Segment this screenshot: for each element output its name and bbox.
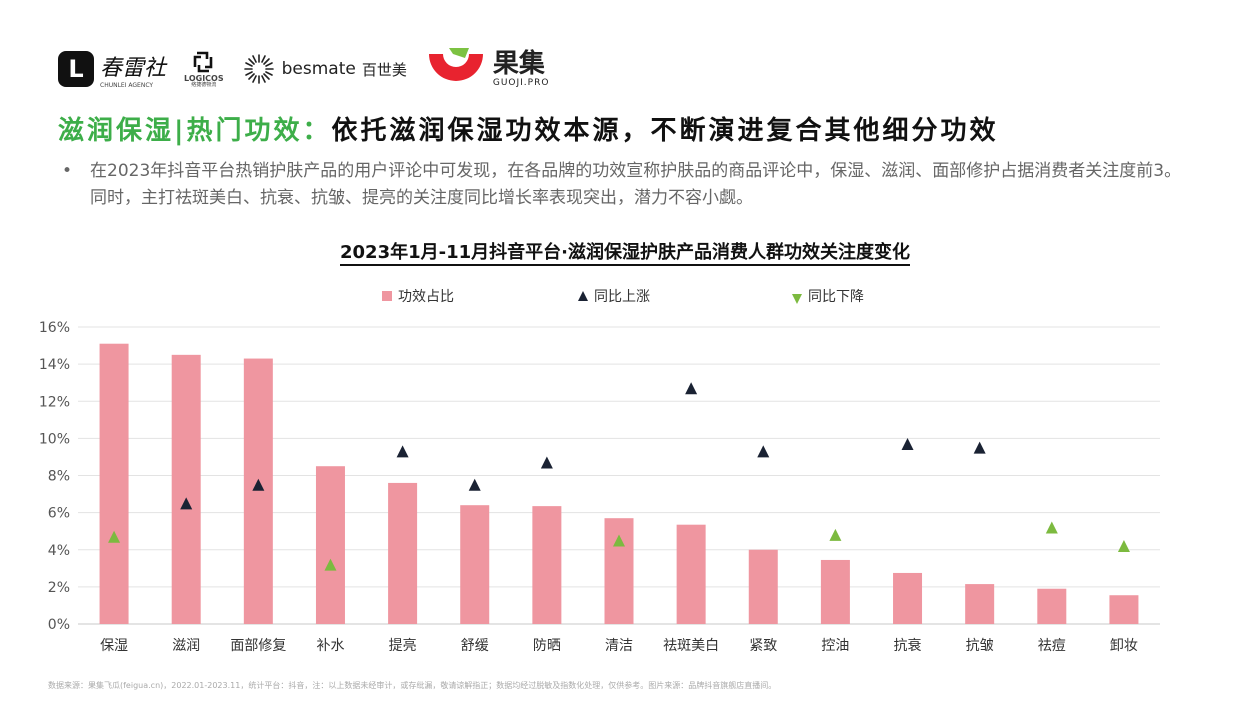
besmate-logo-icon xyxy=(243,54,274,84)
marker-up-抗皱 xyxy=(973,441,986,454)
y-tick-label: 2% xyxy=(48,580,70,596)
chunlei-logo-icon: L xyxy=(58,51,94,87)
bar-祛痘 xyxy=(1037,588,1067,624)
x-tick-label: 抗皱 xyxy=(966,638,994,654)
x-tick-label: 卸妆 xyxy=(1110,638,1138,654)
logicos-logo-cn: 络捷德物流 xyxy=(191,82,217,88)
legend-label: 同比上涨 xyxy=(594,289,650,305)
bar-抗衰 xyxy=(893,572,923,624)
marker-down-保湿 xyxy=(108,530,121,543)
bar-紧致 xyxy=(748,549,778,624)
x-tick-label: 控油 xyxy=(821,638,849,654)
bar-清洁 xyxy=(604,518,634,624)
bar-控油 xyxy=(820,559,850,624)
page-title-highlight: 滋润保湿|热门功效： xyxy=(58,116,332,146)
y-tick-label: 14% xyxy=(39,357,70,373)
bar-舒缓 xyxy=(460,505,490,624)
x-tick-label: 祛痘 xyxy=(1038,638,1066,654)
source-footnote: 数据来源：果集飞瓜(feigua.cn)，2022.01-2023.11，统计平… xyxy=(48,681,777,690)
x-tick-label: 舒缓 xyxy=(461,638,489,654)
bar-防晒 xyxy=(532,506,562,624)
y-tick-label: 4% xyxy=(48,543,70,559)
x-tick-label: 清洁 xyxy=(605,638,633,654)
x-tick-label: 滋润 xyxy=(172,638,200,654)
logicos-logo: LOGICOS 络捷德物流 xyxy=(184,49,224,89)
x-tick-label: 防晒 xyxy=(533,638,561,654)
bullet-dot: • xyxy=(62,161,73,181)
marker-up-滋润 xyxy=(180,497,193,510)
chart-title: 2023年1月-11月抖音平台·滋润保湿护肤产品消费人群功效关注度变化 xyxy=(340,242,910,266)
marker-up-抗衰 xyxy=(901,437,914,450)
y-tick-label: 10% xyxy=(39,431,70,447)
marker-up-舒缓 xyxy=(468,478,481,491)
summary-bullet: • 在2023年抖音平台热销护肤产品的用户评论中可发现，在各品牌的功效宣称护肤品… xyxy=(62,158,1192,212)
x-tick-label: 补水 xyxy=(316,638,344,654)
bar-补水 xyxy=(315,466,345,624)
legend-swatch-bar xyxy=(382,291,392,301)
legend-label: 功效占比 xyxy=(398,289,454,305)
x-tick-label: 紧致 xyxy=(749,638,777,654)
y-tick-label: 16% xyxy=(39,320,70,336)
marker-down-祛痘 xyxy=(1045,521,1058,534)
marker-up-提亮 xyxy=(396,445,409,458)
chunlei-logo-en: CHUNLEI AGENCY xyxy=(100,81,154,89)
brand-logos: L 春雷社 CHUNLEI AGENCY LOGICOS 络捷德物流 xyxy=(58,44,549,94)
bar-保湿 xyxy=(99,343,129,624)
guoji-logo-cn: 果集 xyxy=(492,49,545,79)
marker-down-卸妆 xyxy=(1117,540,1130,553)
bar-滋润 xyxy=(171,354,201,624)
y-tick-label: 8% xyxy=(48,469,70,485)
logicos-logo-icon xyxy=(193,51,213,73)
guoji-logo-en: GUOJI.PRO xyxy=(492,78,550,88)
besmate-logo-cn: 百世美 xyxy=(361,60,407,79)
x-tick-label: 祛斑美白 xyxy=(663,638,719,654)
bar-面部修复 xyxy=(243,358,273,624)
legend-swatch-down xyxy=(792,294,802,304)
chunlei-logo-cn: 春雷社 xyxy=(100,55,167,81)
legend-label: 同比下降 xyxy=(808,289,864,305)
page-title: 滋润保湿|热门功效：依托滋润保湿功效本源，不断演进复合其他细分功效 xyxy=(58,110,999,147)
page-title-main: 依托滋润保湿功效本源，不断演进复合其他细分功效 xyxy=(331,116,999,146)
y-tick-label: 0% xyxy=(48,617,70,633)
bar-提亮 xyxy=(388,482,418,624)
bar-卸妆 xyxy=(1109,595,1139,624)
legend-swatch-up xyxy=(578,291,588,301)
guoji-logo-icon xyxy=(428,48,483,81)
marker-down-补水 xyxy=(324,558,337,571)
x-tick-label: 面部修复 xyxy=(230,637,286,654)
bar-祛斑美白 xyxy=(676,524,706,624)
x-tick-label: 抗衰 xyxy=(894,637,922,654)
summary-text: 在2023年抖音平台热销护肤产品的用户评论中可发现，在各品牌的功效宣称护肤品的商… xyxy=(90,161,1182,208)
y-tick-label: 6% xyxy=(48,506,70,522)
chart-title-wrapper: 2023年1月-11月抖音平台·滋润保湿护肤产品消费人群功效关注度变化 xyxy=(0,238,1250,266)
marker-up-面部修复 xyxy=(252,478,265,491)
besmate-logo: besmate 百世美 xyxy=(242,52,407,86)
chunlei-logo: L 春雷社 CHUNLEI AGENCY xyxy=(58,50,166,89)
x-tick-label: 保湿 xyxy=(100,638,128,654)
y-tick-label: 12% xyxy=(39,394,70,410)
bar-chart: 0% 2% 4% 6% 8% 10% 12% 14% 16% 保湿 滋润 面部修复 补水 提亮 舒缓 防晒 清洁… xyxy=(39,289,1160,654)
x-tick-label: 提亮 xyxy=(389,637,417,654)
marker-up-祛斑美白 xyxy=(685,382,698,395)
marker-up-防晒 xyxy=(540,456,553,469)
bar-抗皱 xyxy=(965,584,995,624)
logicos-logo-en: LOGICOS xyxy=(184,74,224,83)
marker-down-控油 xyxy=(829,528,842,541)
marker-up-紧致 xyxy=(757,445,770,458)
marker-down-清洁 xyxy=(613,534,625,547)
guoji-logo: 果集 GUOJI.PRO xyxy=(425,46,550,92)
besmate-logo-en: besmate xyxy=(281,59,356,79)
